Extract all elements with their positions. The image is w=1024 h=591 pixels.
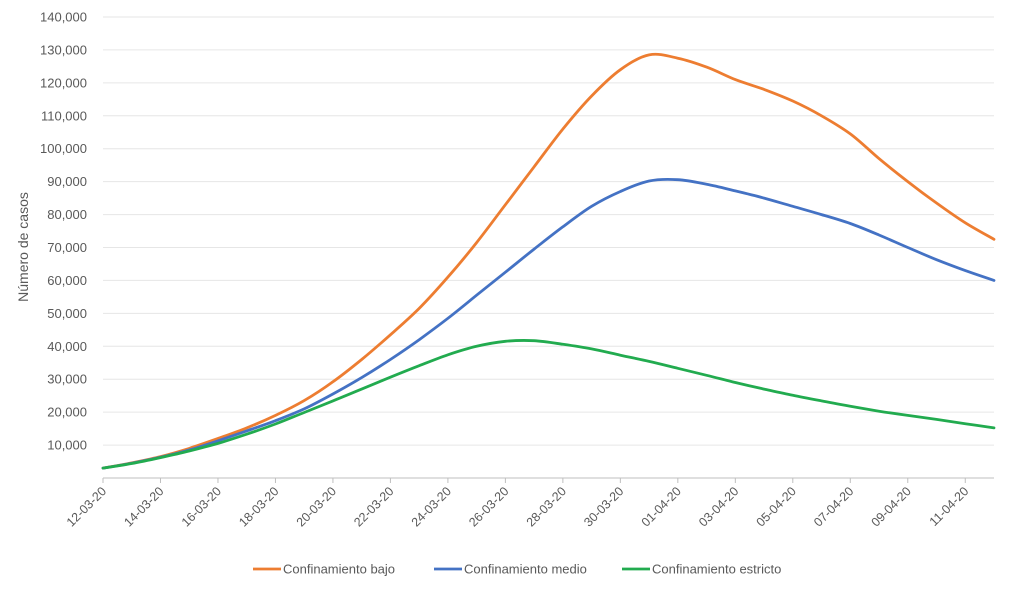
legend-label-confinamiento-medio: Confinamiento medio (464, 562, 587, 577)
legend: Confinamiento bajo Confinamiento medio Con… (253, 562, 781, 577)
x-tick-label: 28-03-20 (524, 484, 569, 529)
x-tick-label: 14-03-20 (121, 484, 166, 529)
series-line-confinamiento-estricto (101, 339, 996, 470)
x-tick-label: 07-04-20 (811, 484, 856, 529)
y-tick-label: 60,000 (47, 273, 87, 288)
x-tick-label: 16-03-20 (179, 484, 224, 529)
x-tick-label: 20-03-20 (294, 484, 339, 529)
x-tick-label: 09-04-20 (869, 484, 914, 529)
x-tick-label: 11-04-20 (927, 484, 972, 529)
x-axis-ticks: 12-03-20 14-03-20 16-03-20 18-03-20 20-03-20… (64, 478, 972, 530)
x-tick-label: 12-03-20 (64, 484, 109, 529)
y-tick-label: 90,000 (47, 174, 87, 189)
y-tick-label: 80,000 (47, 207, 87, 222)
y-tick-label: 20,000 (47, 405, 87, 420)
legend-label-confinamiento-estricto: Confinamiento estricto (652, 562, 781, 577)
y-tick-label: 40,000 (47, 339, 87, 354)
x-tick-label: 03-04-20 (696, 484, 741, 529)
y-tick-label: 110,000 (41, 108, 87, 123)
y-tick-label: 100,000 (40, 141, 87, 156)
y-tick-label: 140,000 (40, 10, 87, 25)
y-axis-ticks: 10,000 20,000 30,000 40,000 50,000 60,000 70,0… (40, 10, 87, 453)
y-tick-label: 30,000 (47, 372, 87, 387)
y-tick-label: 50,000 (47, 306, 87, 321)
x-tick-label: 01-04-20 (639, 484, 684, 529)
x-tick-label: 22-03-20 (351, 484, 396, 529)
y-tick-label: 70,000 (47, 240, 87, 255)
x-tick-label: 26-03-20 (466, 484, 511, 529)
x-tick-label: 24-03-20 (409, 484, 454, 529)
y-tick-label: 10,000 (47, 438, 87, 453)
y-axis-label: Número de casos (15, 192, 31, 302)
y-tick-label: 130,000 (40, 42, 87, 57)
series-line-confinamiento-medio (101, 177, 996, 470)
x-tick-label: 18-03-20 (236, 484, 281, 529)
series-line-confinamiento-bajo (101, 52, 996, 470)
series-lines (101, 52, 996, 470)
y-tick-label: 120,000 (40, 75, 87, 90)
x-tick-label: 30-03-20 (581, 484, 626, 529)
legend-label-confinamiento-bajo: Confinamiento bajo (283, 562, 395, 577)
x-tick-label: 05-04-20 (754, 484, 799, 529)
gridlines (103, 16, 994, 446)
